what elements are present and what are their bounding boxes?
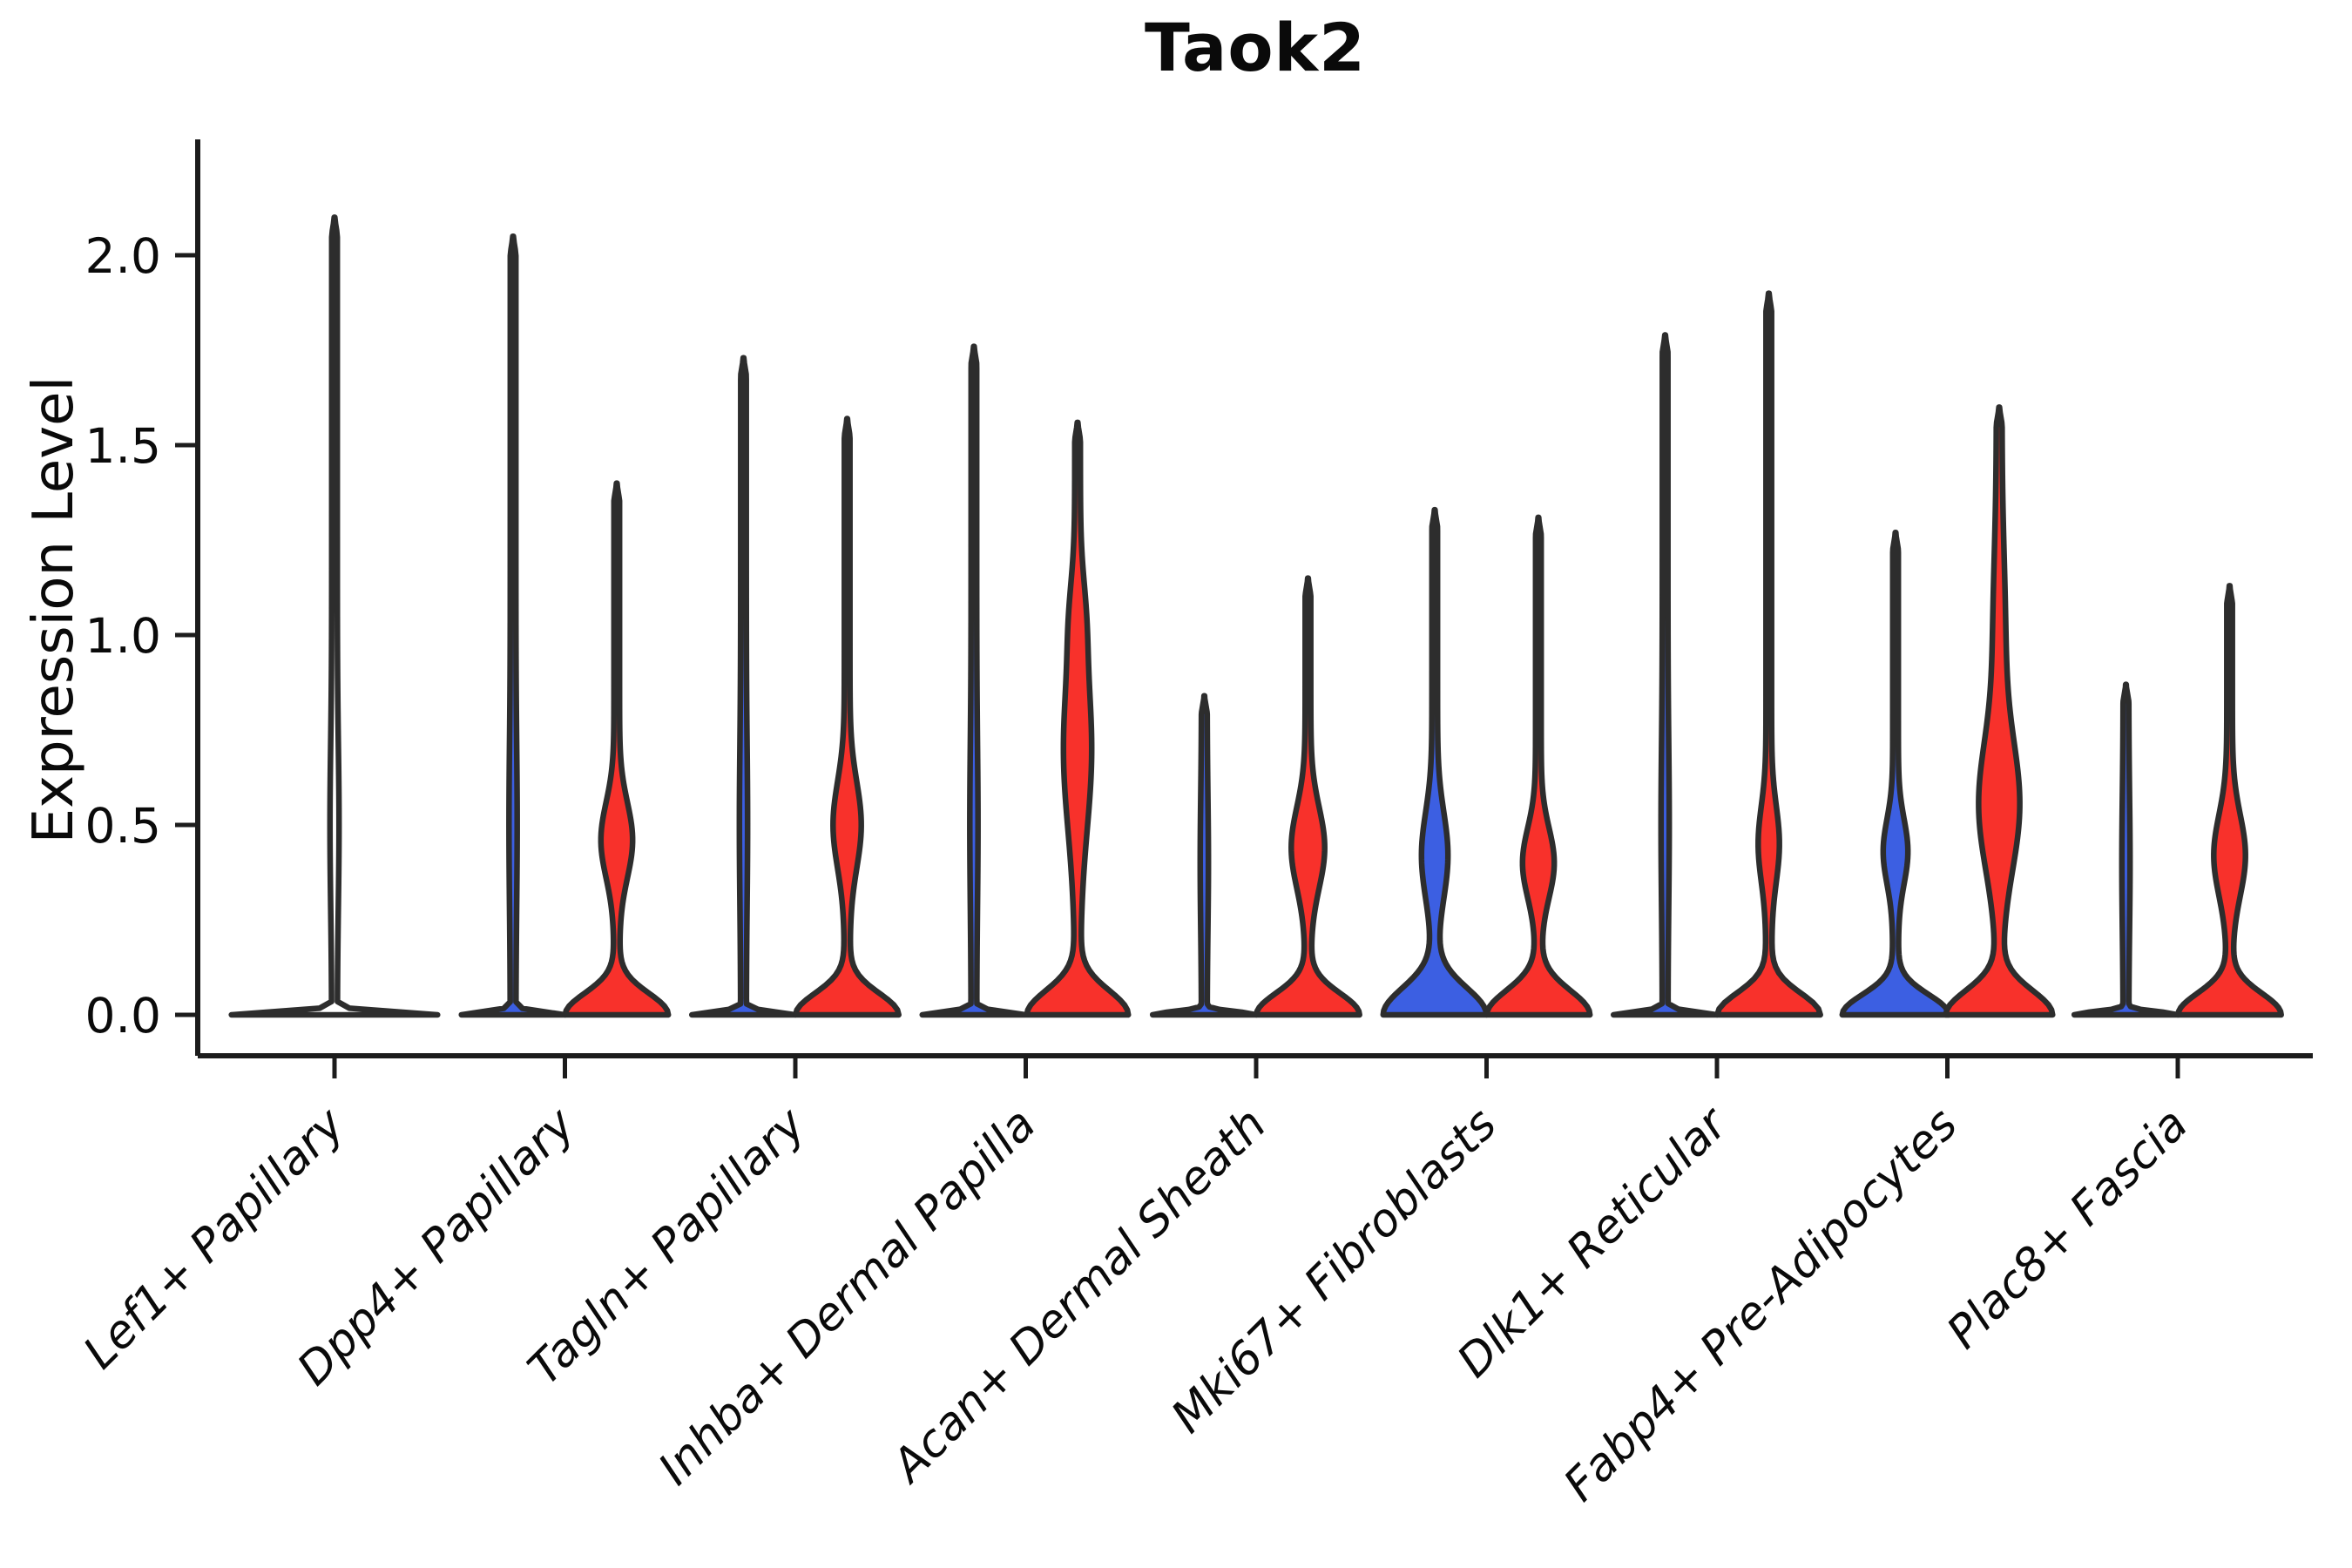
y-tick-label: 0.5 [85, 798, 161, 854]
y-tick-label: 2.0 [85, 228, 161, 284]
violin-tagln-papillary-right [793, 416, 902, 1018]
violin-dlk1-reticular-right [1714, 290, 1823, 1018]
chart-title: Taok2 [1145, 9, 1366, 86]
x-tick-label: Inhba+ Dermal Papilla [649, 1098, 1046, 1496]
violin-tagln-papillary-left [688, 355, 799, 1018]
violin-plac8-fascia-left [2071, 681, 2181, 1018]
violin-dlk1-reticular-left [1610, 332, 1720, 1018]
x-tick-label: Acan+ Dermal Sheath [881, 1098, 1276, 1494]
x-tick-label: Plac8+ Fascia [1937, 1098, 2198, 1359]
y-tick-label: 1.5 [85, 418, 161, 474]
y-tick-label: 0.0 [85, 988, 161, 1044]
violin-fabp4-pre-adipocytes-right [1943, 404, 2056, 1018]
violin-mki67-fibroblasts-left [1380, 506, 1490, 1018]
violin-dpp4-papillary-right [562, 480, 672, 1018]
violin-acan-dermal-sheath-right [1254, 575, 1362, 1018]
y-tick-label: 1.0 [85, 608, 161, 664]
violin-dpp4-papillary-left [458, 233, 568, 1018]
violin-fabp4-pre-adipocytes-left [1839, 530, 1952, 1018]
x-tick-label: Fabp4+ Pre-Adipocytes [1554, 1098, 1968, 1512]
violin-acan-dermal-sheath-left [1149, 693, 1260, 1018]
violin-plac8-fascia-right [2175, 583, 2284, 1018]
violin-inhba-dermal-papilla-right [1024, 419, 1132, 1018]
violin-inhba-dermal-papilla-left [919, 343, 1029, 1018]
violin-mki67-fibroblasts-right [1484, 514, 1593, 1018]
violin-lef1-papillary-center [228, 214, 441, 1018]
